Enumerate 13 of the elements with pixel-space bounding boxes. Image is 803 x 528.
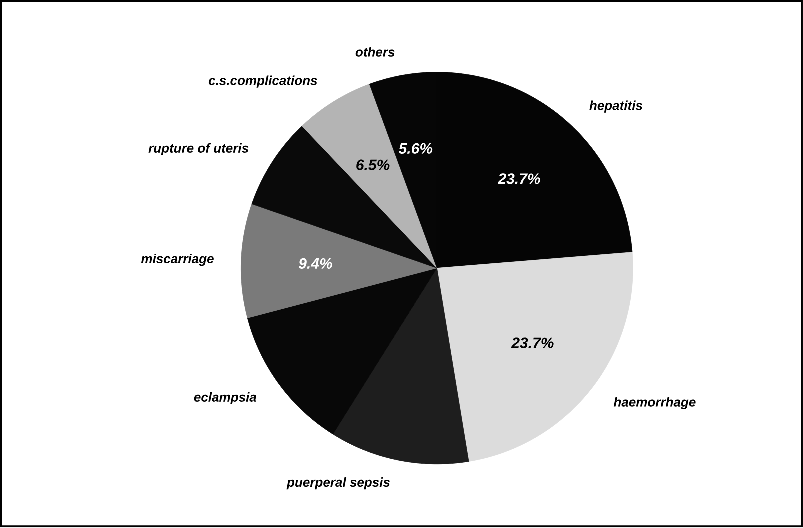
- data-label: 23.7%: [511, 338, 554, 349]
- slice-label: haemorrhage: [614, 398, 696, 410]
- slice-label: c.s.complications: [208, 76, 318, 88]
- slice-label: eclampsia: [194, 392, 257, 405]
- slice-label: others: [356, 48, 395, 58]
- slice-label: hepatitis: [590, 100, 643, 114]
- data-label: 23.7%: [498, 174, 540, 184]
- data-label: 9.4%: [298, 258, 332, 270]
- slice-label: puerperal sepsis: [286, 478, 390, 490]
- slice-label: rupture of uteris: [148, 144, 249, 156]
- data-label: 5.6%: [398, 144, 433, 154]
- slice-label: miscarriage: [141, 254, 214, 266]
- data-label: 6.5%: [356, 160, 390, 171]
